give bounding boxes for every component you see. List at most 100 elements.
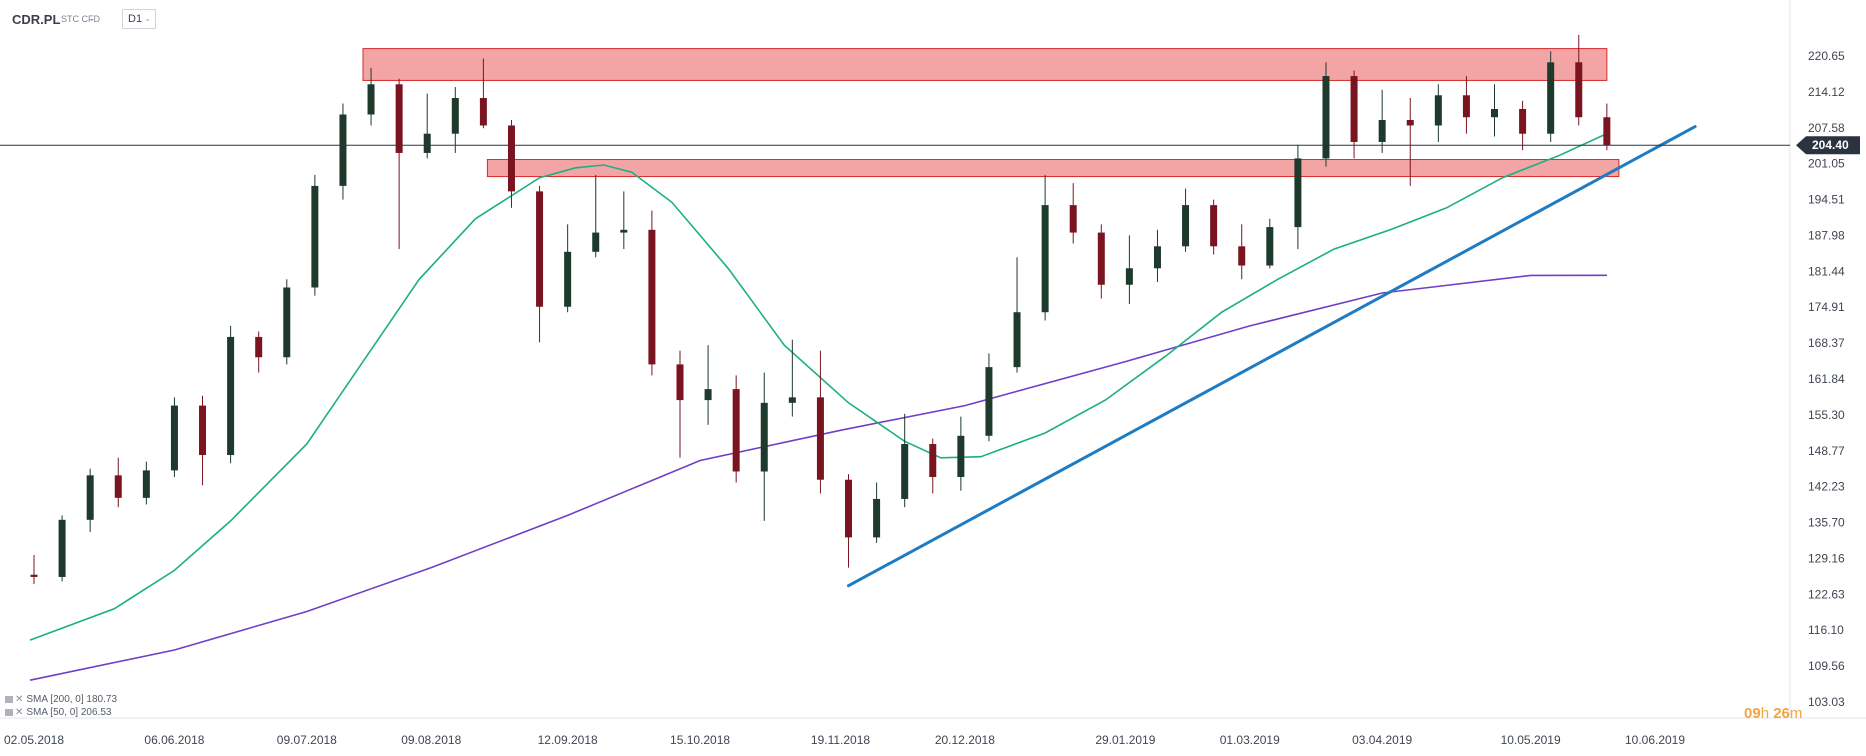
candle-body[interactable] <box>592 232 600 252</box>
sma50-line[interactable] <box>29 132 1608 641</box>
current-price-badge <box>1796 136 1860 155</box>
price-tick-label: 155.30 <box>1808 408 1845 422</box>
candle-body[interactable] <box>1266 227 1274 266</box>
current-price-label: 204.40 <box>1812 138 1849 152</box>
candle-body[interactable] <box>1462 95 1470 118</box>
candle-body[interactable] <box>1125 268 1133 285</box>
candle-body[interactable] <box>1153 246 1161 269</box>
candle-body[interactable] <box>564 251 572 307</box>
candle-body[interactable] <box>255 336 263 358</box>
candle-body[interactable] <box>199 405 207 456</box>
candle-body[interactable] <box>1378 119 1386 142</box>
candle-body[interactable] <box>1519 109 1527 134</box>
timer-minutes: 26 <box>1773 705 1790 722</box>
candle-body[interactable] <box>227 336 235 456</box>
candle-body[interactable] <box>704 389 712 401</box>
candle-body[interactable] <box>873 498 881 538</box>
price-tick-label: 174.91 <box>1808 300 1845 314</box>
chevron-down-icon[interactable]: ⌄ <box>88 13 96 23</box>
candle-body[interactable] <box>985 367 993 436</box>
candle-body[interactable] <box>1575 62 1583 118</box>
price-tick-label: 122.63 <box>1808 587 1845 601</box>
date-tick-label: 02.05.2018 <box>4 733 64 747</box>
price-tick-label: 207.58 <box>1808 121 1845 135</box>
timeframe-select[interactable]: D1 ⌄ <box>122 9 156 29</box>
candle-body[interactable] <box>423 133 431 153</box>
sma200-line[interactable] <box>29 274 1607 681</box>
candle-body[interactable] <box>339 114 347 186</box>
candle-body[interactable] <box>536 191 544 307</box>
chevron-down-icon: ⌄ <box>144 14 151 23</box>
candle-body[interactable] <box>1097 232 1105 285</box>
legend-sma50-label: SMA [50, 0] 206.53 <box>26 707 112 718</box>
candle-body[interactable] <box>311 185 319 288</box>
date-tick-label: 01.03.2019 <box>1220 733 1280 747</box>
candle-body[interactable] <box>30 574 38 577</box>
price-tick-label: 220.65 <box>1808 49 1845 63</box>
candle-countdown: 09h 26m <box>1744 705 1802 722</box>
price-tick-label: 181.44 <box>1808 264 1845 278</box>
candle-body[interactable] <box>788 397 796 403</box>
date-tick-label: 19.11.2018 <box>811 733 870 747</box>
candle-body[interactable] <box>1547 62 1555 134</box>
candle-body[interactable] <box>1603 117 1611 146</box>
candle-body[interactable] <box>1322 76 1330 159</box>
legend-sma200[interactable]: ✕ SMA [200, 0] 180.73 <box>5 694 117 705</box>
candle-body[interactable] <box>760 402 768 472</box>
timeframe-value: D1 <box>128 13 143 25</box>
candle-body[interactable] <box>732 389 740 472</box>
resistance-zone-2[interactable] <box>486 159 1620 178</box>
price-tick-label: 168.37 <box>1808 336 1845 350</box>
candle-body[interactable] <box>620 229 628 233</box>
price-tick-label: 135.70 <box>1808 516 1845 530</box>
symbol-label[interactable]: CDR.PL <box>12 12 61 27</box>
candle-body[interactable] <box>929 444 937 477</box>
trendline[interactable] <box>847 125 1697 588</box>
candle-body[interactable] <box>676 364 684 401</box>
close-icon[interactable]: ✕ <box>15 707 24 718</box>
candle-body[interactable] <box>648 229 656 365</box>
candle-body[interactable] <box>845 479 853 538</box>
candle-body[interactable] <box>1069 205 1077 233</box>
candle-body[interactable] <box>1238 246 1246 266</box>
candle-body[interactable] <box>86 475 94 520</box>
date-tick-label: 09.08.2018 <box>401 733 461 747</box>
candle-body[interactable] <box>451 98 459 134</box>
candle-body[interactable] <box>816 397 824 480</box>
price-tick-label: 116.10 <box>1808 623 1844 637</box>
candle-body[interactable] <box>114 475 122 498</box>
resistance-zone-1[interactable] <box>362 48 1608 81</box>
candle-body[interactable] <box>1182 205 1190 247</box>
candle-body[interactable] <box>1210 205 1218 247</box>
close-icon[interactable]: ✕ <box>15 694 24 705</box>
candle-body[interactable] <box>1041 205 1049 313</box>
candle-body[interactable] <box>367 84 375 115</box>
price-tick-label: 201.05 <box>1808 157 1845 171</box>
legend-sma200-label: SMA [200, 0] 180.73 <box>26 694 118 705</box>
candle-body[interactable] <box>58 519 66 577</box>
candle-body[interactable] <box>901 444 909 499</box>
candle-body[interactable] <box>1294 158 1302 228</box>
price-tick-label: 142.23 <box>1808 480 1845 494</box>
candle-body[interactable] <box>1406 119 1414 126</box>
candle-body[interactable] <box>1350 76 1358 142</box>
candle-body[interactable] <box>1491 109 1499 118</box>
candle-body[interactable] <box>1013 312 1021 368</box>
candle-body[interactable] <box>957 435 965 477</box>
date-tick-label: 10.06.2019 <box>1625 733 1685 747</box>
candle-body[interactable] <box>170 405 178 471</box>
legend-sma50[interactable]: ✕ SMA [50, 0] 206.53 <box>5 707 111 718</box>
candle-body[interactable] <box>142 470 150 498</box>
lock-icon <box>5 695 13 703</box>
candle-body[interactable] <box>507 125 515 192</box>
timer-minutes-unit: m <box>1789 705 1803 722</box>
price-tick-label: 194.51 <box>1808 193 1845 207</box>
candle-body[interactable] <box>1434 95 1442 126</box>
price-tick-label: 187.98 <box>1808 228 1845 242</box>
timer-hours-unit: h <box>1760 705 1770 722</box>
candle-body[interactable] <box>283 287 291 358</box>
candle-body[interactable] <box>479 98 487 126</box>
candle-body[interactable] <box>395 84 403 153</box>
chart-toolbar: CDR.PL STC CFD ⌄ D1 ⌄ <box>0 0 1866 36</box>
